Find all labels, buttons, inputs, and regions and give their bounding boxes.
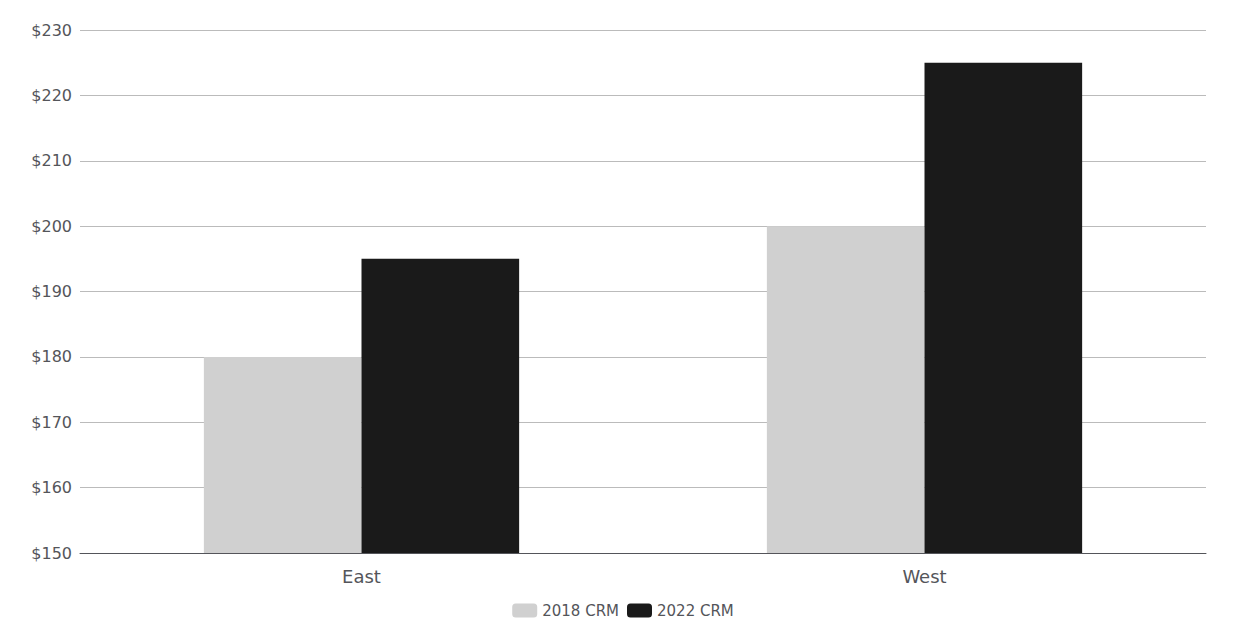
svg-text:$230: $230 <box>31 21 72 40</box>
svg-text:$150: $150 <box>31 544 72 563</box>
svg-text:$160: $160 <box>31 478 72 497</box>
svg-text:$190: $190 <box>31 282 72 301</box>
svg-text:$200: $200 <box>31 217 72 236</box>
svg-text:2018 CRM: 2018 CRM <box>542 602 619 620</box>
svg-text:$220: $220 <box>31 86 72 105</box>
svg-text:$210: $210 <box>31 151 72 170</box>
svg-text:West: West <box>902 566 946 587</box>
svg-text:East: East <box>342 566 381 587</box>
svg-text:$180: $180 <box>31 347 72 366</box>
svg-text:2022 CRM: 2022 CRM <box>657 602 734 620</box>
svg-text:$170: $170 <box>31 413 72 432</box>
